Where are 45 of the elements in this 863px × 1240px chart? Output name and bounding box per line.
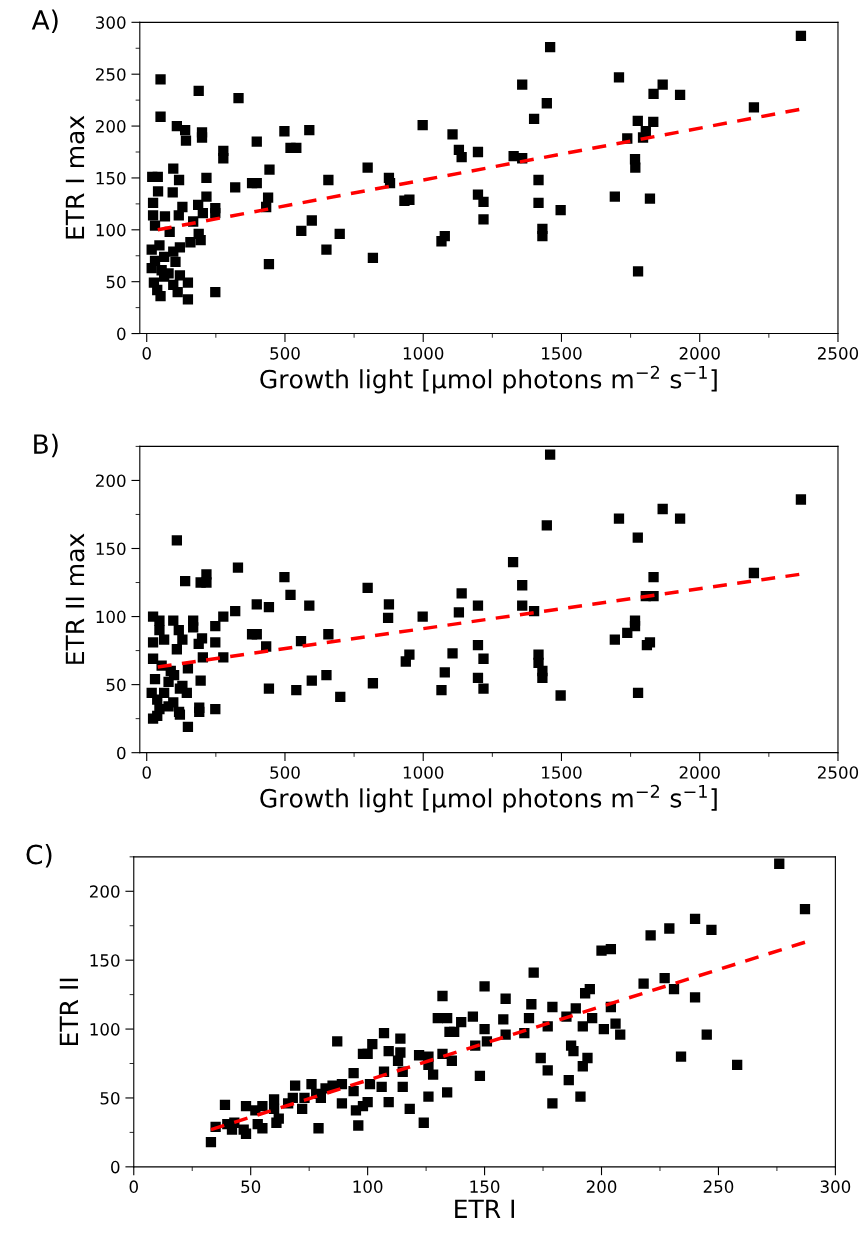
x-tick-label: 2500 xyxy=(817,766,859,779)
x-tick-label: 1000 xyxy=(403,766,444,779)
y-tick-label: 300 xyxy=(96,16,126,29)
x-tick-label: 2500 xyxy=(817,347,859,360)
x-tick-label: 150 xyxy=(470,1180,500,1193)
x-tick-label: 2000 xyxy=(679,347,720,360)
y-tick-label: 0 xyxy=(111,1160,120,1174)
y-tick-label: 0 xyxy=(117,327,126,341)
x-tick-label: 50 xyxy=(241,1180,261,1193)
x-tick-label: 0 xyxy=(142,347,151,360)
x-axis-title: Growth light [μmol photons m$^{−2}$ s$^{−1}$] xyxy=(260,365,717,394)
x-tick-label: 100 xyxy=(353,1180,383,1193)
x-tick-label: 0 xyxy=(142,766,151,779)
y-tick-label: 150 xyxy=(96,171,126,185)
y-tick-label: 50 xyxy=(106,275,126,289)
x-tick-label: 250 xyxy=(703,1180,734,1193)
y-tick-label: 200 xyxy=(89,885,120,898)
x-tick-label: 1500 xyxy=(542,347,582,360)
chart-title: C) xyxy=(26,844,52,868)
y-tick-label: 50 xyxy=(106,678,126,692)
y-tick-label: 150 xyxy=(90,954,120,967)
y-axis-title: ETR II max xyxy=(65,533,85,664)
x-axis-title: ETR I xyxy=(455,1199,514,1218)
y-tick-label: 250 xyxy=(96,68,126,81)
x-tick-label: 300 xyxy=(820,1180,851,1193)
chart-title: A) xyxy=(31,9,58,34)
chart-title: B) xyxy=(34,433,58,458)
y-tick-label: 200 xyxy=(96,120,126,133)
y-tick-label: 100 xyxy=(96,223,126,237)
y-axis-title: ETR II xyxy=(59,978,78,1045)
x-tick-label: 0 xyxy=(129,1180,138,1193)
x-tick-label: 500 xyxy=(270,766,300,779)
y-tick-label: 0 xyxy=(117,746,126,760)
x-tick-label: 2000 xyxy=(679,766,720,779)
x-axis-title: Growth light [μmol photons m$^{−2}$ s$^{−1}$] xyxy=(260,784,717,813)
y-tick-label: 200 xyxy=(96,474,126,487)
x-tick-label: 200 xyxy=(586,1180,617,1193)
y-axis-title: ETR I max xyxy=(65,115,85,239)
x-tick-label: 1500 xyxy=(542,766,582,779)
y-tick-label: 150 xyxy=(96,542,126,556)
y-tick-label: 100 xyxy=(96,610,126,624)
y-tick-label: 50 xyxy=(100,1091,120,1105)
x-tick-label: 1000 xyxy=(403,347,444,360)
y-tick-label: 100 xyxy=(90,1023,120,1036)
x-tick-label: 500 xyxy=(270,347,300,360)
